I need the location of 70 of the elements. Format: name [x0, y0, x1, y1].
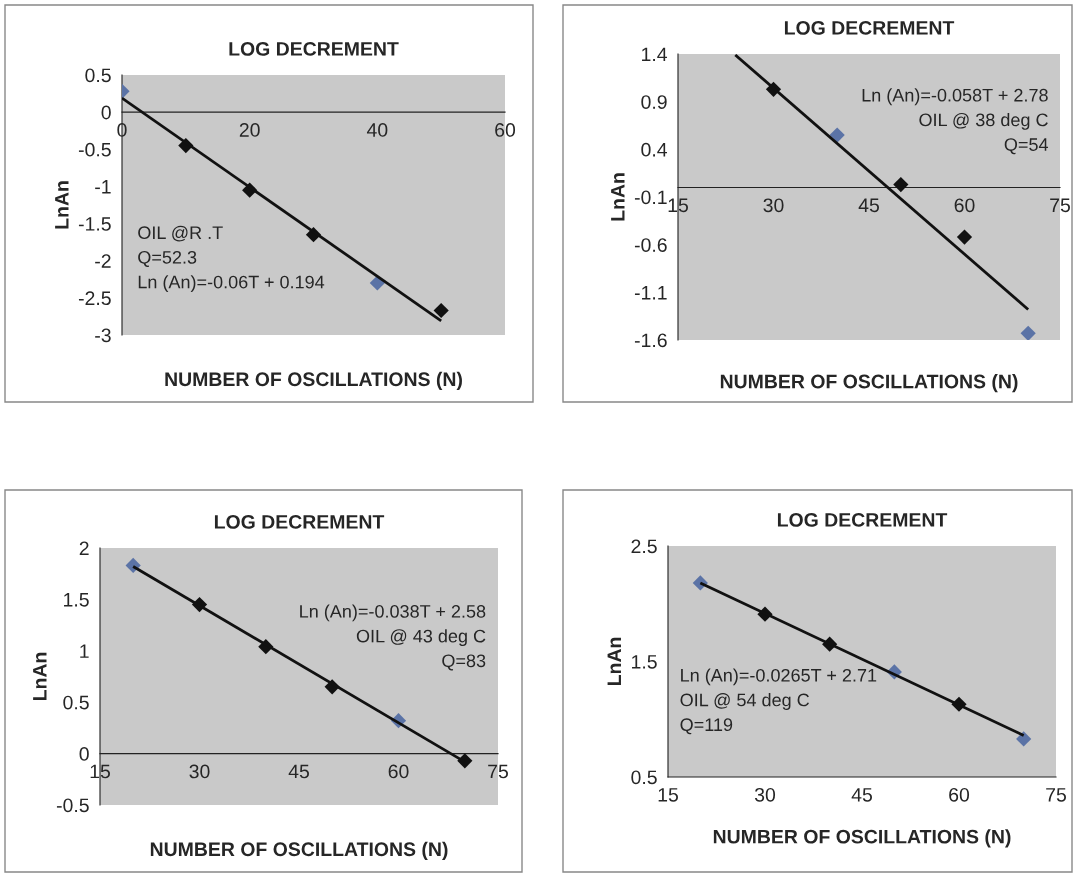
- x-tick-label: 45: [858, 198, 879, 213]
- x-tick-label: 45: [288, 764, 309, 779]
- annotation: Q=52.3: [138, 250, 197, 267]
- y-axis-title: LnAn: [607, 637, 621, 686]
- point: [433, 302, 449, 319]
- x-tick-label: 40: [366, 123, 388, 137]
- point: [1016, 731, 1032, 747]
- chart-title: LOG DECREMENT: [214, 514, 385, 529]
- y-tick-label: 0.4: [641, 142, 668, 157]
- y-tick-label: -0.5: [78, 142, 111, 157]
- x-tick-label: 75: [1046, 788, 1066, 802]
- y-tick-label: -0.1: [634, 190, 667, 205]
- y-tick-label: 2.5: [631, 539, 657, 554]
- annotation: OIL @ 43 deg C: [356, 629, 486, 647]
- x-tick-label: 60: [954, 198, 975, 213]
- y-tick-label: 0.5: [631, 770, 657, 785]
- y-tick-label: -1.6: [634, 333, 667, 348]
- annotation: Q=83: [442, 654, 486, 671]
- y-tick-label: -3: [95, 328, 111, 343]
- y-tick-label: -0.6: [634, 238, 667, 252]
- x-tick-label: 30: [189, 764, 210, 779]
- y-tick-label: 2: [79, 541, 89, 556]
- x-tick-label: 30: [754, 787, 776, 802]
- annotation: OIL @ 54 deg C: [680, 693, 810, 710]
- annotation: Q=119: [680, 718, 733, 735]
- y-tick-label: -2.5: [78, 291, 111, 306]
- y-tick-label: 1.4: [642, 47, 668, 62]
- x-tick-label: 75: [488, 764, 508, 779]
- annotation: Ln (An)=-0.06T + 0.194: [138, 275, 325, 292]
- x-axis-title: NUMBER OF OSCILLATIONS (N): [150, 841, 448, 860]
- x-tick-label: 60: [495, 123, 516, 137]
- x-tick-label: 45: [851, 788, 872, 802]
- y-tick-label: -1: [95, 180, 111, 194]
- x-axis-title: NUMBER OF OSCILLATIONS (N): [720, 374, 1018, 393]
- x-tick-label: 30: [763, 198, 784, 213]
- x-tick-label: 60: [388, 764, 409, 779]
- y-tick-label: 1: [80, 644, 89, 658]
- x-axis-title: NUMBER OF OSCILLATIONS (N): [165, 371, 462, 390]
- y-tick-label: 0: [101, 105, 111, 120]
- y-tick-label: 0.5: [85, 68, 111, 83]
- point: [1020, 325, 1036, 340]
- y-tick-label: -2: [95, 254, 111, 268]
- chart-title: LOG DECREMENT: [784, 20, 955, 35]
- annotation: OIL @ 38 deg C: [919, 113, 1048, 130]
- chart-title: LOG DECREMENT: [229, 41, 399, 56]
- chart-title: LOG DECREMENT: [777, 512, 948, 527]
- annotation: Ln (An)=-0.038T + 2.58: [300, 604, 486, 622]
- x-tick-label: 20: [239, 123, 260, 137]
- annotation: Ln (An)=-0.0265T + 2.71: [681, 668, 877, 686]
- y-tick-label: 1.5: [64, 593, 89, 607]
- x-tick-label: 15: [658, 788, 678, 802]
- x-tick-label: 60: [949, 787, 970, 802]
- x-axis-title: NUMBER OF OSCILLATIONS (N): [713, 829, 1011, 848]
- y-tick-label: 0.9: [641, 95, 667, 109]
- annotation: Ln (An)=-0.058T + 2.78: [862, 88, 1048, 106]
- point: [893, 177, 909, 193]
- y-tick-label: 1.5: [632, 655, 657, 669]
- y-tick-label: -1.1: [634, 286, 667, 300]
- y-axis-title: LnAn: [611, 173, 625, 221]
- y-tick-label: -0.5: [56, 798, 89, 813]
- annotation: Q=54: [1004, 138, 1049, 155]
- x-tick-label: 75: [1050, 198, 1070, 213]
- y-tick-label: 0: [79, 747, 89, 761]
- y-axis-title: LnAn: [55, 181, 69, 229]
- point: [956, 229, 973, 245]
- annotation: OIL @R .T: [138, 225, 223, 242]
- y-tick-label: 0.5: [63, 695, 89, 710]
- point: [829, 127, 845, 143]
- y-tick-label: -1.5: [78, 217, 111, 231]
- y-axis-title: LnAn: [33, 652, 47, 701]
